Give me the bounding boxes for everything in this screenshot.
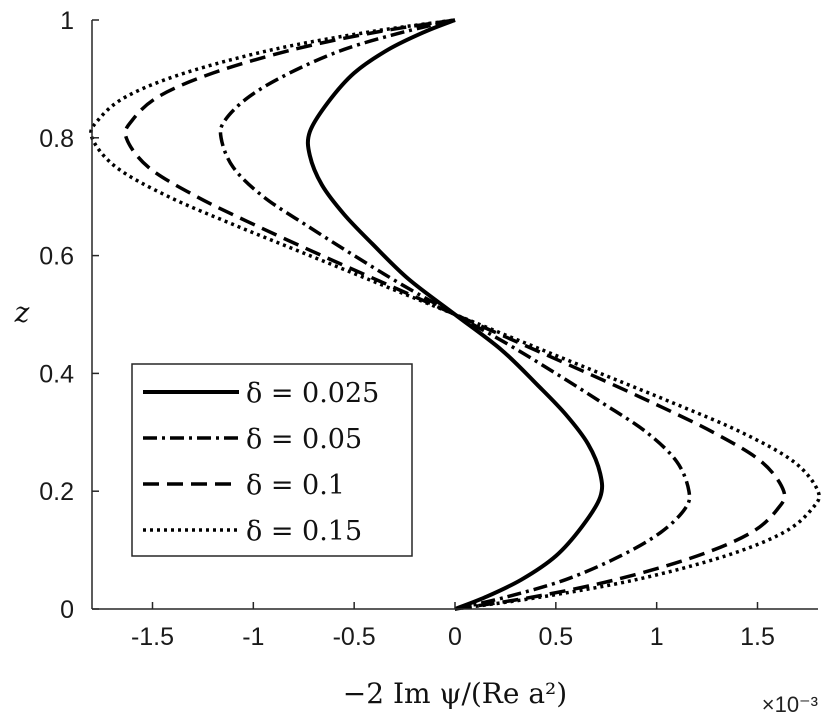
series-layer [89,18,821,611]
legend-label-2: δ = 0.05 [246,424,362,455]
y-tick-label: 0 [60,596,74,624]
legend: δ = 0.025 δ = 0.05 δ = 0.1 δ = 0.15 [131,363,413,557]
x-axis-exponent-label: ×10⁻³ [762,692,818,717]
y-tick-label: 0.2 [39,478,74,506]
y-axis-label: z [14,296,30,329]
y-tick-label: 1 [60,7,74,35]
legend-label-4: δ = 0.15 [246,516,362,547]
x-tick-label: 1.5 [740,623,775,651]
legend-box [131,363,413,557]
x-tick-label: 0.5 [538,623,573,651]
legend-label-1: δ = 0.025 [246,378,379,409]
x-tick-label: -1 [242,623,264,651]
x-tick-label: -0.5 [333,623,376,651]
y-tick-label: 0.8 [39,125,74,153]
y-tick-label: 0.6 [39,243,74,271]
x-tick-label: 0 [448,623,462,651]
x-tick-label: -1.5 [131,623,174,651]
x-tick-label: 1 [650,623,664,651]
series-line-3 [123,18,787,611]
series-line-2 [218,18,692,611]
x-axis-label: −2 Im ψ/(Re a²) [343,677,567,710]
y-tick-label: 0.4 [39,360,74,388]
legend-label-3: δ = 0.1 [246,470,345,501]
tick-layer: -1.5 -1 -0.5 0 0.5 1 1.5 0 0.2 0.4 0.6 0.8 1 [39,7,775,651]
